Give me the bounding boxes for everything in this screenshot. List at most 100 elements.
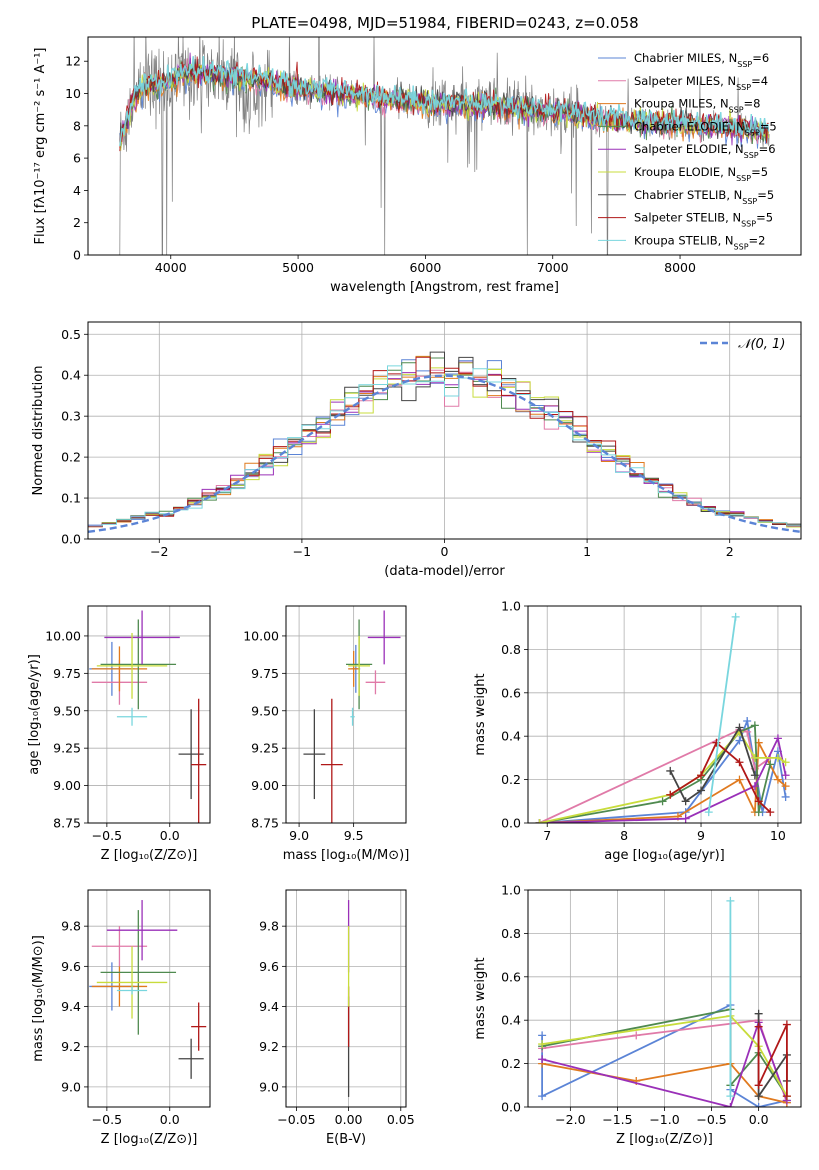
- y-tick-label: 0.3: [61, 409, 81, 424]
- y-tick-label: 9.00: [251, 778, 279, 793]
- x-tick-label: 0.05: [387, 1112, 415, 1127]
- axes-frame: [87, 321, 802, 540]
- weight-point-marker: [538, 1031, 547, 1040]
- y-tick-label: 0.6: [501, 685, 521, 700]
- weight-point-marker: [704, 808, 713, 817]
- legend-label: Kroupa STELIB, NSSP=2: [634, 233, 765, 251]
- weight-series-line: [541, 1014, 788, 1097]
- weight-point-marker: [735, 736, 744, 745]
- x-tick-label: 10: [770, 828, 786, 843]
- weight-point-marker: [754, 1022, 763, 1031]
- axes-frame: [527, 605, 802, 824]
- x-tick-label: 7: [543, 828, 551, 843]
- y-tick-label: 9.75: [53, 666, 81, 681]
- plot-area: [89, 900, 207, 1079]
- y-tick-label: 9.0: [61, 1079, 81, 1094]
- y-tick-label: 9.4: [259, 999, 279, 1014]
- weight-point-marker: [538, 1092, 547, 1101]
- x-tick-label: −0.5: [696, 1112, 726, 1127]
- weight-point-marker: [666, 790, 675, 799]
- x-tick-label: −0.5: [92, 1112, 122, 1127]
- x-axis-label: (data-model)/error: [384, 564, 505, 579]
- weight-point-marker: [754, 1009, 763, 1018]
- weight-point-marker: [658, 797, 667, 806]
- x-tick-label: 9: [697, 828, 705, 843]
- x-tick-label: −2: [150, 544, 168, 559]
- x-tick-label: 9.0: [289, 828, 309, 843]
- weight-point-marker: [781, 758, 790, 767]
- weight-point-marker: [754, 1081, 763, 1090]
- x-tick-label: 2: [726, 544, 734, 559]
- legend-label: Salpeter MILES, NSSP=4: [634, 74, 768, 92]
- y-tick-label: 8.75: [251, 816, 279, 831]
- weight-point-marker: [750, 771, 759, 780]
- x-axis-label: age [log₁₀(age/yr)]: [604, 848, 725, 863]
- legend-label: Chabrier ELODIE, NSSP=5: [634, 119, 777, 137]
- y-tick-label: 9.8: [61, 919, 81, 934]
- y-tick-label: 1.0: [501, 599, 521, 614]
- legend: 𝒩(0, 1): [700, 337, 785, 352]
- legend-label: Kroupa MILES, NSSP=8: [634, 97, 760, 115]
- legend-label: Chabrier MILES, NSSP=6: [634, 51, 769, 69]
- x-tick-label: 1: [583, 544, 591, 559]
- y-tick-label: 9.25: [53, 741, 81, 756]
- legend-label: 𝒩(0, 1): [738, 337, 785, 352]
- weight-point-marker: [781, 771, 790, 780]
- x-tick-label: 9.5: [344, 828, 364, 843]
- weight-point-marker: [726, 896, 735, 905]
- y-axis-label: mass weight: [473, 673, 488, 755]
- y-tick-label: 8.75: [53, 816, 81, 831]
- weight-point-marker: [632, 1031, 641, 1040]
- axes-frame: [285, 605, 407, 824]
- x-tick-label: −1: [293, 544, 311, 559]
- y-tick-label: 9.0: [259, 1079, 279, 1094]
- weight-point-marker: [766, 808, 775, 817]
- y-tick-label: 0.2: [501, 772, 521, 787]
- y-tick-label: 8: [73, 118, 81, 133]
- y-tick-label: 0.2: [61, 450, 81, 465]
- x-tick-label: −1.5: [602, 1112, 632, 1127]
- normal-curve: [88, 374, 801, 533]
- x-tick-label: 8: [620, 828, 628, 843]
- weight-point-marker: [731, 612, 740, 621]
- y-tick-label: 0.6: [501, 969, 521, 984]
- x-axis-label: Z [log₁₀(Z/Z⊙)]: [101, 1132, 198, 1147]
- weight-point-marker: [754, 797, 763, 806]
- weight-point-marker: [773, 734, 782, 743]
- x-tick-label: 6000: [409, 260, 441, 275]
- y-tick-label: 9.75: [251, 666, 279, 681]
- x-tick-label: −2.0: [555, 1112, 585, 1127]
- chart-residuals: −2 −1 0 1 2 0.0 0.1 0.2 0.3 0.4 0.5 (data-model)/er…: [31, 321, 802, 579]
- weight-point-marker: [735, 775, 744, 784]
- y-tick-label: 0.8: [501, 926, 521, 941]
- y-axis-label: age [log₁₀(age/yr)]: [27, 654, 42, 775]
- plot-area: [538, 896, 791, 1107]
- y-tick-label: 9.50: [251, 703, 279, 718]
- x-tick-label: 4000: [155, 260, 187, 275]
- x-tick-label: 0.0: [749, 1112, 769, 1127]
- weight-point-marker: [666, 766, 675, 775]
- y-tick-label: 1.0: [501, 883, 521, 898]
- legend: Chabrier MILES, NSSP=6 Salpeter MILES, NS…: [598, 51, 777, 251]
- y-tick-label: 0.4: [61, 368, 81, 383]
- plot-area: [88, 351, 801, 539]
- y-tick-label: 0.0: [501, 816, 521, 831]
- weight-point-marker: [538, 1040, 547, 1049]
- weight-point-marker: [681, 814, 690, 823]
- y-tick-label: 2: [73, 215, 81, 230]
- y-tick-label: 9.2: [61, 1039, 81, 1054]
- x-tick-label: 5000: [282, 260, 314, 275]
- chart-weight_vs_age: 7 8 9 10 0.0 0.2 0.4 0.6 0.8 1.0 age [log₁₀(age/yr…: [473, 599, 802, 863]
- y-tick-label: 12: [65, 54, 81, 69]
- weight-point-marker: [535, 819, 544, 823]
- x-tick-label: −0.5: [92, 828, 122, 843]
- y-axis-label: mass [log₁₀(M/M⊙)]: [31, 935, 46, 1062]
- axes-frame: [87, 889, 211, 1108]
- weight-point-marker: [754, 1103, 763, 1107]
- y-tick-label: 9.8: [259, 919, 279, 934]
- x-tick-label: 0.0: [160, 828, 180, 843]
- weight-point-marker: [766, 760, 775, 769]
- y-tick-label: 9.4: [61, 999, 81, 1014]
- y-tick-label: 0.0: [61, 532, 81, 547]
